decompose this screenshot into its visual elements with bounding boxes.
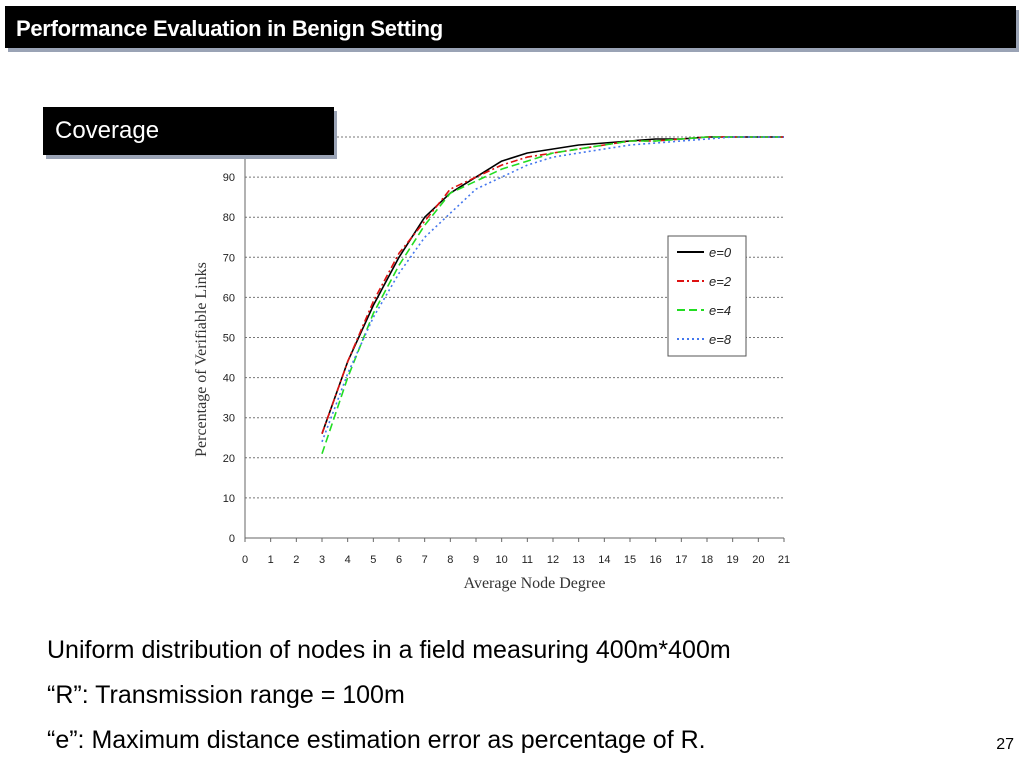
x-tick-label: 14 xyxy=(598,554,610,566)
bullet-list: Uniform distribution of nodes in a field… xyxy=(47,628,731,763)
x-tick-label: 13 xyxy=(573,554,585,566)
x-tick-label: 10 xyxy=(496,554,508,566)
x-tick-label: 2 xyxy=(293,554,299,566)
y-tick-label: 70 xyxy=(223,252,235,264)
y-tick-label: 0 xyxy=(229,533,235,545)
x-tick-label: 21 xyxy=(778,554,790,566)
legend-box xyxy=(667,235,747,357)
series-line-e-8 xyxy=(321,136,784,443)
x-tick-label: 16 xyxy=(650,554,662,566)
x-tick-label: 1 xyxy=(268,554,274,566)
slide-title: Performance Evaluation in Benign Setting xyxy=(16,16,443,41)
x-tick-label: 4 xyxy=(345,554,351,566)
x-tick-label: 7 xyxy=(422,554,428,566)
x-tick-label: 3 xyxy=(319,554,325,566)
x-tick-label: 12 xyxy=(547,554,559,566)
y-tick-label: 30 xyxy=(223,413,235,425)
x-tick-label: 20 xyxy=(752,554,764,566)
x-tick-label: 0 xyxy=(242,554,248,566)
legend-label: e=2 xyxy=(709,274,732,289)
y-tick-label: 80 xyxy=(223,212,235,224)
title-bar: Performance Evaluation in Benign Setting xyxy=(5,6,1016,48)
legend-label: e=8 xyxy=(709,332,732,347)
page-number: 27 xyxy=(996,736,1014,753)
bullet-item: “e”: Maximum distance estimation error a… xyxy=(47,726,706,754)
y-tick-label: 60 xyxy=(223,292,235,304)
legend-label: e=4 xyxy=(709,303,731,318)
x-tick-label: 15 xyxy=(624,554,636,566)
x-tick-label: 11 xyxy=(522,554,533,566)
legend-label: e=0 xyxy=(709,245,732,260)
x-tick-label: 8 xyxy=(447,554,453,566)
y-axis-label: Percentage of Verifiable Links xyxy=(193,262,210,457)
x-tick-label: 18 xyxy=(701,554,713,566)
subtitle-box: Coverage xyxy=(43,107,334,155)
y-tick-label: 10 xyxy=(223,493,235,505)
y-tick-label: 20 xyxy=(223,453,235,465)
slide-subtitle: Coverage xyxy=(55,117,160,144)
y-tick-label: 50 xyxy=(223,333,235,345)
bullet-item: “R”: Transmission range = 100m xyxy=(47,681,405,709)
y-tick-label: 90 xyxy=(223,172,235,184)
x-tick-label: 9 xyxy=(473,554,479,566)
x-axis-label: Average Node Degree xyxy=(464,575,606,592)
x-tick-label: 5 xyxy=(370,554,376,566)
bullet-item: Uniform distribution of nodes in a field… xyxy=(47,636,731,664)
x-tick-label: 17 xyxy=(675,554,687,566)
y-tick-label: 40 xyxy=(223,373,235,385)
x-tick-label: 6 xyxy=(396,554,402,566)
series-line-e-4 xyxy=(321,136,784,455)
x-tick-label: 19 xyxy=(727,554,739,566)
